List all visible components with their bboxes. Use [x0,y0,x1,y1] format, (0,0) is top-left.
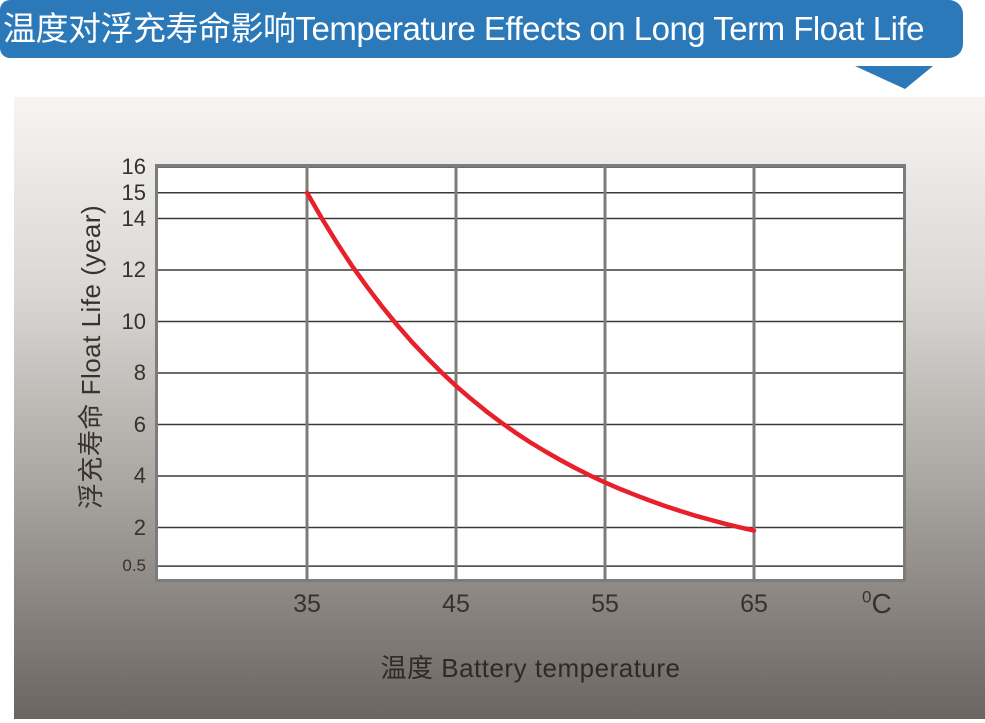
x-tick-label-65: 65 [740,590,768,618]
banner-tail-shape [855,66,933,89]
y-tick-label-6: 6 [133,411,146,437]
y-tick-label-8: 8 [133,360,146,385]
x-tick-label-55: 55 [591,590,619,618]
y-tick-label-2: 2 [133,514,146,540]
curve-float-life-vs-temperature [304,190,757,533]
degree-symbol: 0 [862,587,872,607]
x-axis-title: 温度 Battery temperature [380,653,681,683]
y-tick-label-14: 14 [121,205,146,231]
chart-grid-and-curve [158,167,903,579]
x-tick-label-45: 45 [442,590,470,618]
x-axis-unit-label: 0C [862,588,892,620]
y-tick-label-0.5: 0.5 [122,556,146,576]
y-tick-label-12: 12 [121,257,146,282]
y-tick-label-4: 4 [133,463,146,488]
celsius-letter: C [871,588,892,619]
plot-area [155,164,906,582]
y-tick-label-10: 10 [121,308,146,334]
page-title: 温度对浮充寿命影响Temperature Effects on Long Ter… [3,10,924,47]
title-banner: 温度对浮充寿命影响Temperature Effects on Long Ter… [0,0,963,58]
banner-tail-pointer [855,66,933,89]
bottom-margin [0,719,985,723]
x-tick-label-35: 35 [293,590,321,618]
y-axis-title: 浮充寿命 Float Life (year) [76,204,106,510]
y-tick-label-16: 16 [121,154,146,179]
y-tick-label-15: 15 [121,179,146,205]
